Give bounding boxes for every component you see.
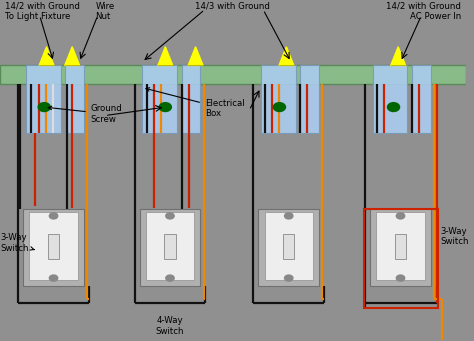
Text: 3-Way
Switch: 3-Way Switch — [0, 233, 34, 253]
Text: 3-Way
Switch: 3-Way Switch — [440, 226, 469, 246]
Bar — [142, 65, 177, 133]
Text: 14/2 with Ground
To Light Fixture: 14/2 with Ground To Light Fixture — [5, 2, 80, 21]
Circle shape — [396, 275, 405, 281]
Bar — [140, 209, 200, 285]
Bar — [29, 212, 78, 281]
Polygon shape — [39, 47, 54, 65]
Bar — [164, 234, 175, 260]
Circle shape — [284, 213, 293, 219]
Bar — [23, 209, 84, 285]
Bar — [26, 65, 61, 133]
Polygon shape — [279, 47, 294, 65]
Circle shape — [387, 103, 400, 112]
Circle shape — [273, 103, 285, 112]
Bar — [0, 65, 465, 84]
Bar — [395, 234, 406, 260]
Circle shape — [396, 213, 405, 219]
Bar — [376, 212, 425, 281]
Text: Ground
Screw: Ground Screw — [48, 104, 123, 123]
Bar — [373, 65, 408, 133]
Bar — [146, 212, 194, 281]
Bar — [261, 65, 296, 133]
Polygon shape — [188, 47, 203, 65]
Bar — [283, 234, 294, 260]
Polygon shape — [158, 47, 173, 65]
Circle shape — [159, 103, 172, 112]
Polygon shape — [65, 47, 80, 65]
Circle shape — [166, 213, 174, 219]
Bar — [301, 65, 319, 133]
Bar — [264, 212, 313, 281]
Bar — [48, 234, 59, 260]
Text: 14/2 with Ground
AC Power In: 14/2 with Ground AC Power In — [386, 2, 461, 21]
Circle shape — [38, 103, 50, 112]
Bar — [258, 209, 319, 285]
Polygon shape — [391, 47, 406, 65]
Text: 4-Way
Switch: 4-Way Switch — [156, 316, 184, 336]
Circle shape — [49, 213, 58, 219]
Bar — [182, 65, 200, 133]
Circle shape — [284, 275, 293, 281]
Bar — [412, 65, 431, 133]
Bar — [370, 209, 431, 285]
Text: 14/3 with Ground: 14/3 with Ground — [195, 2, 270, 11]
Circle shape — [166, 275, 174, 281]
Text: Wire
Nut: Wire Nut — [95, 2, 115, 21]
Text: Electrical
Box: Electrical Box — [146, 88, 245, 118]
Bar — [65, 65, 84, 133]
Bar — [364, 209, 438, 308]
Circle shape — [49, 275, 58, 281]
